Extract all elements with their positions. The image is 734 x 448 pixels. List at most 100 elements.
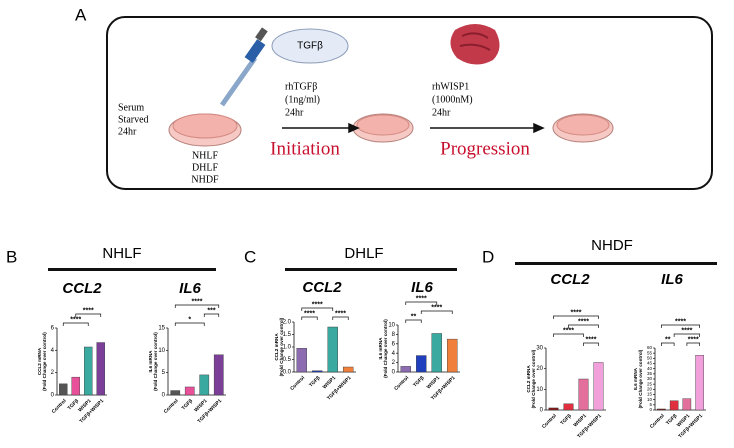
- significance-bracket: [332, 316, 349, 320]
- x-tick-label: TGFβ: [181, 398, 194, 411]
- significance-label: ****: [688, 336, 699, 343]
- significance-label: *: [188, 316, 191, 323]
- y-tick-label: 25: [647, 381, 653, 386]
- step-text: rhTGFβ: [285, 81, 317, 92]
- y-tick-label: 0: [162, 393, 166, 399]
- significance-bracket: [174, 322, 205, 326]
- x-tick-label: TGFβ: [308, 375, 321, 388]
- significance-bracket: [405, 301, 438, 305]
- panel-title: NHLF: [102, 245, 141, 262]
- panel-title: NHDF: [591, 237, 633, 254]
- y-axis-label: IL6 mRNA: [633, 367, 638, 390]
- bar: [669, 400, 679, 411]
- x-tick-label: Control: [51, 398, 68, 415]
- cell-line: DHLF: [192, 162, 219, 173]
- bar: [563, 403, 574, 411]
- significance-bracket: [301, 316, 318, 320]
- significance-label: ****: [586, 336, 597, 343]
- y-tick-label: 10: [536, 387, 543, 393]
- x-tick-label: Control: [289, 375, 306, 392]
- title-rule: [285, 268, 457, 271]
- significance-bracket: [661, 324, 700, 328]
- bar: [170, 390, 181, 396]
- chart-title: CCL2: [62, 280, 102, 297]
- arrows: [282, 122, 545, 134]
- y-tick-label: 6: [51, 326, 55, 332]
- y-tick-label: 8: [392, 332, 396, 338]
- significance-label: ****: [571, 309, 582, 316]
- bar: [578, 378, 589, 411]
- cytokine-label: TGFβ: [297, 41, 323, 52]
- y-tick-label: 1.0: [283, 345, 292, 351]
- pretreat-text: 24hr: [118, 126, 137, 137]
- step-text: rhWISP1: [432, 81, 469, 92]
- x-tick-label: TGFβ: [559, 413, 572, 426]
- bar: [312, 370, 323, 373]
- significance-label: **: [411, 313, 417, 320]
- significance-bracket: [686, 342, 700, 346]
- y-tick-label: 2: [51, 370, 55, 376]
- y-tick-label: 1.5: [283, 332, 292, 338]
- step-text: (1000nM): [432, 94, 473, 105]
- cytokine-bubble: [271, 28, 349, 64]
- step-name: Progression: [440, 138, 530, 159]
- bar: [96, 342, 105, 396]
- bar: [593, 362, 604, 411]
- bar: [548, 407, 559, 411]
- y-tick-label: 55: [647, 350, 653, 355]
- significance-bracket: [553, 333, 584, 337]
- significance-label: ****: [675, 318, 686, 325]
- y-tick-label: 20: [536, 366, 543, 372]
- panel-title: DHLF: [344, 245, 383, 262]
- significance-bracket: [568, 324, 599, 328]
- significance-label: ****: [304, 310, 315, 317]
- panel-label: C: [244, 247, 256, 266]
- y-tick-label: 10: [388, 323, 395, 329]
- bar: [695, 355, 704, 411]
- y-tick-label: 5: [162, 370, 166, 376]
- significance-label: ****: [192, 298, 203, 305]
- significance-label: ****: [578, 318, 589, 325]
- bar: [657, 408, 666, 411]
- significance-bracket: [583, 342, 599, 346]
- panel-label: D: [482, 247, 494, 266]
- y-tick-label: 10: [647, 397, 653, 402]
- tissue: [450, 24, 500, 65]
- y-tick-label: 15: [158, 326, 165, 332]
- bar: [431, 333, 442, 373]
- x-tick-label: Control: [393, 375, 410, 392]
- y-tick-label: 20: [647, 387, 653, 392]
- pipette: [219, 27, 268, 107]
- step-name: Initiation: [270, 138, 340, 159]
- significance-label: **: [665, 336, 671, 343]
- y-tick-label: 60: [647, 345, 653, 350]
- y-axis-label: (Fold Change over control): [383, 319, 388, 378]
- y-axis-label: (Fold Change over control): [42, 332, 47, 391]
- y-tick-label: 2.0: [283, 320, 292, 326]
- y-tick-label: 0.5: [283, 357, 292, 363]
- chart-title: IL6: [411, 279, 433, 296]
- y-tick-label: 0: [51, 393, 55, 399]
- step-text: 24hr: [432, 107, 451, 118]
- y-axis-label: CCL2 mRNA: [526, 365, 531, 393]
- pretreat-text: Serum: [118, 102, 144, 113]
- significance-bracket: [673, 333, 700, 337]
- y-tick-label: 5: [649, 402, 652, 407]
- dishes: [168, 113, 614, 147]
- bar: [199, 374, 210, 396]
- significance-bracket: [420, 310, 453, 314]
- bar: [682, 398, 692, 411]
- y-tick-label: 30: [536, 346, 543, 352]
- chart-title: CCL2: [302, 279, 342, 296]
- y-tick-label: 10: [158, 348, 165, 354]
- x-tick-label: Control: [649, 413, 666, 430]
- cell-line: NHDF: [191, 174, 219, 185]
- significance-bracket: [661, 342, 675, 346]
- significance-label: ****: [431, 304, 442, 311]
- x-tick-label: Control: [163, 398, 180, 415]
- y-axis-label: (Fold Change over control): [638, 349, 643, 408]
- bar: [84, 346, 93, 396]
- panel-label: B: [6, 247, 17, 266]
- y-axis-label: (Fold Change over control): [153, 332, 158, 391]
- cell-line: NHLF: [192, 150, 219, 161]
